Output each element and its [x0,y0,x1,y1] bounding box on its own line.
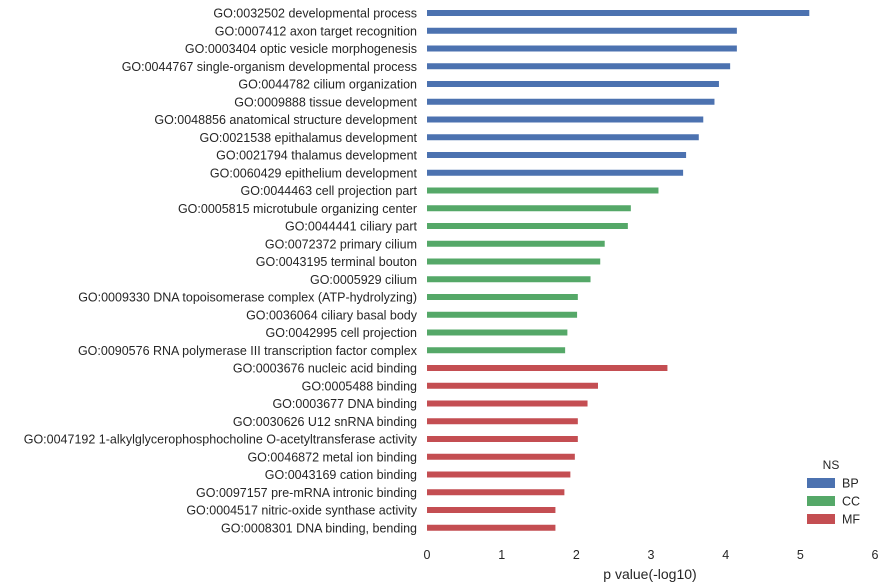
category-label-27: GO:0043169 cation binding [265,468,417,482]
category-label-30: GO:0008301 DNA binding, bending [221,521,417,535]
category-label-5: GO:0044782 cilium organization [238,78,417,92]
bar-7 [427,116,704,123]
legend: NS BP CC MF [807,458,860,527]
category-labels-group: GO:0032502 developmental process GO:00074… [24,7,418,536]
bar-14 [427,240,605,247]
category-label-24: GO:0030626 U12 snRNA binding [233,415,417,429]
x-tick-label-6: 6 [872,548,879,562]
category-label-23: GO:0003677 DNA binding [272,397,417,411]
bar-16 [427,276,591,283]
legend-swatch-cc [807,496,835,506]
legend-label-mf: MF [842,513,860,527]
bar-17 [427,294,578,300]
category-label-4: GO:0044767 single-organism developmental… [122,60,417,74]
legend-label-cc: CC [842,495,860,509]
category-label-2: GO:0007412 axon target recognition [215,24,417,38]
category-label-29: GO:0004517 nitric-oxide synthase activit… [186,504,417,518]
bar-1 [427,10,810,16]
x-tick-label-0: 0 [424,548,431,562]
x-tick-label-5: 5 [797,548,804,562]
category-label-3: GO:0003404 optic vesicle morphogenesis [185,42,417,56]
category-label-9: GO:0021794 thalamus development [216,149,417,163]
bar-6 [427,98,715,105]
category-label-17: GO:0009330 DNA topoisomerase complex (AT… [78,291,417,305]
bar-3 [427,45,737,52]
x-tick-label-3: 3 [648,548,655,562]
bar-5 [427,81,719,87]
category-label-26: GO:0046872 metal ion binding [247,450,417,464]
x-tick-label-1: 1 [498,548,505,562]
category-label-14: GO:0072372 primary cilium [265,237,417,251]
x-axis-title: p value(-log10) [603,566,696,582]
bar-10 [427,169,684,176]
bar-18 [427,311,578,318]
legend-title: NS [823,458,840,472]
category-label-8: GO:0021538 epithalamus development [199,131,417,145]
bar-26 [427,453,575,460]
x-tick-label-4: 4 [722,548,729,562]
category-label-6: GO:0009888 tissue development [234,95,417,109]
bar-12 [427,205,631,212]
category-label-15: GO:0043195 terminal bouton [256,255,417,269]
category-label-20: GO:0090576 RNA polymerase III transcript… [78,344,418,358]
category-label-11: GO:0044463 cell projection part [241,184,418,198]
category-label-12: GO:0005815 microtubule organizing center [178,202,417,216]
bar-13 [427,223,628,229]
category-label-1: GO:0032502 developmental process [213,7,417,21]
bar-19 [427,329,568,336]
category-label-25: GO:0047192 1-alkylglycerophosphocholine … [24,433,418,447]
x-axis-ticks-group: 0 1 2 3 4 5 6 [424,548,879,562]
bar-23 [427,400,588,407]
bar-15 [427,258,601,265]
legend-label-bp: BP [842,477,859,491]
bar-29 [427,507,556,513]
legend-swatch-mf [807,514,835,524]
category-label-19: GO:0042995 cell projection [266,326,418,340]
bars-group [427,10,810,531]
bar-21 [427,365,668,371]
category-label-22: GO:0005488 binding [302,379,417,393]
bar-11 [427,187,659,194]
category-label-28: GO:0097157 pre-mRNA intronic binding [196,486,417,500]
category-label-21: GO:0003676 nucleic acid binding [233,362,417,376]
bar-24 [427,418,578,425]
category-label-16: GO:0005929 cilium [310,273,417,287]
bar-2 [427,27,737,34]
legend-swatch-bp [807,478,835,488]
category-label-13: GO:0044441 ciliary part [285,220,418,234]
bar-22 [427,382,598,389]
bar-28 [427,489,565,496]
x-tick-label-2: 2 [573,548,580,562]
bar-27 [427,471,571,478]
category-label-18: GO:0036064 ciliary basal body [246,308,418,322]
bar-20 [427,347,566,354]
category-label-10: GO:0060429 epithelium development [210,166,418,180]
bar-30 [427,524,556,531]
bar-4 [427,63,731,70]
bar-9 [427,152,687,158]
bar-8 [427,134,699,141]
category-label-7: GO:0048856 anatomical structure developm… [154,113,417,127]
bar-25 [427,436,578,442]
